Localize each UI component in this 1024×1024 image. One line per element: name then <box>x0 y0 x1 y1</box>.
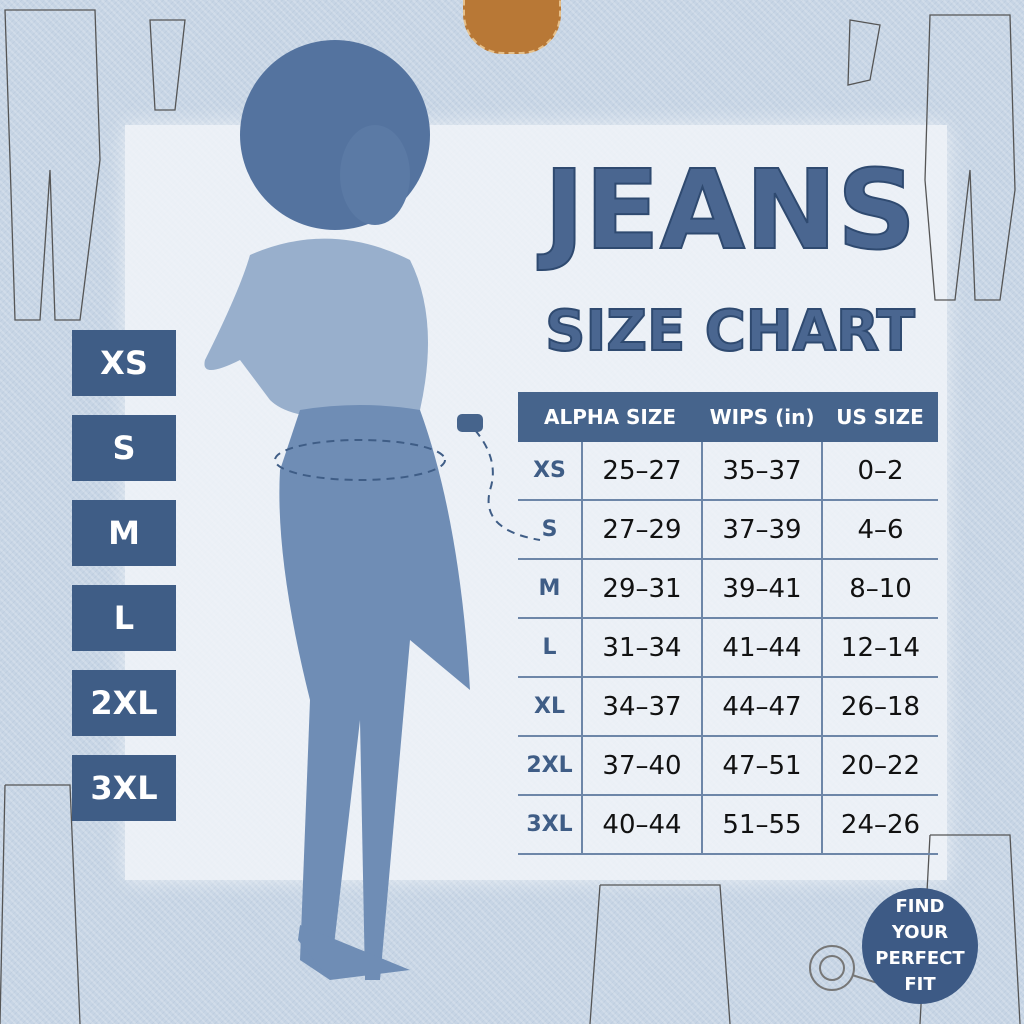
cta-line: FIT <box>904 974 936 995</box>
cta-line: YOUR <box>891 922 949 943</box>
table-row: 3XL 40–44 51–55 24–26 <box>518 795 939 855</box>
us-size-cell: 0–2 <box>821 442 939 501</box>
us-size-cell: 12–14 <box>821 618 939 678</box>
us-size-cell: 20–22 <box>821 736 939 796</box>
size-cell: XL <box>518 677 582 737</box>
table-row: S 27–29 37–39 4–6 <box>518 500 939 560</box>
leather-patch <box>463 0 561 54</box>
waist-cell: 31–34 <box>580 618 703 678</box>
size-cell: 3XL <box>518 795 582 855</box>
cta-line: FIND <box>895 896 945 917</box>
table-row: 2XL 37–40 47–51 20–22 <box>518 736 939 796</box>
size-table: ALPHA SIZE WIPS (in) US SIZE XS 25–27 35–3… <box>518 392 939 855</box>
measuring-tape-line <box>274 429 541 541</box>
size-badge: L <box>72 585 176 651</box>
title-jeans: JEANS <box>543 145 918 275</box>
waist-cell: 40–44 <box>580 795 703 855</box>
us-size-cell: 24–26 <box>821 795 939 855</box>
us-size-cell: 8–10 <box>821 559 939 619</box>
title-size-chart: SIZE CHART <box>544 298 916 365</box>
waist-cell: 34–37 <box>580 677 703 737</box>
us-size-cell: 4–6 <box>821 500 939 560</box>
find-your-fit-badge: FIND YOUR PERFECT FIT <box>862 888 978 1004</box>
size-cell: 2XL <box>518 736 582 796</box>
size-cell: L <box>518 618 582 678</box>
cta-line: PERFECT <box>875 948 965 969</box>
tape-end-icon <box>457 414 483 432</box>
jeans-sketch-icon <box>0 9 1021 1024</box>
table-row: M 29–31 39–41 8–10 <box>518 559 939 619</box>
waist-cell: 29–31 <box>580 559 703 619</box>
size-badge: M <box>72 500 176 566</box>
size-cell: M <box>518 559 582 619</box>
size-badge: 2XL <box>72 670 176 736</box>
size-badge: XS <box>72 330 176 396</box>
table-header: ALPHA SIZE WIPS (in) US SIZE <box>518 392 939 442</box>
table-row: XS 25–27 35–37 0–2 <box>518 442 939 501</box>
hips-cell: 51–55 <box>701 795 823 855</box>
size-badge: 3XL <box>72 755 176 821</box>
size-cell: S <box>518 500 582 560</box>
header-us-size: US SIZE <box>822 392 939 442</box>
us-size-cell: 26–18 <box>821 677 939 737</box>
hips-cell: 39–41 <box>701 559 823 619</box>
size-badge: S <box>72 415 176 481</box>
hips-cell: 37–39 <box>701 500 823 560</box>
header-alpha-size: ALPHA SIZE <box>518 392 703 442</box>
size-badges: XS S M L 2XL 3XL <box>72 330 176 840</box>
hips-cell: 35–37 <box>701 442 823 501</box>
header-wips: WIPS (in) <box>702 392 823 442</box>
hips-cell: 47–51 <box>701 736 823 796</box>
waist-cell: 37–40 <box>580 736 703 796</box>
table-row: L 31–34 41–44 12–14 <box>518 618 939 678</box>
woman-silhouette <box>204 40 470 980</box>
hips-cell: 44–47 <box>701 677 823 737</box>
waist-cell: 25–27 <box>580 442 703 501</box>
hips-cell: 41–44 <box>701 618 823 678</box>
table-row: XL 34–37 44–47 26–18 <box>518 677 939 737</box>
size-cell: XS <box>518 442 582 501</box>
waist-cell: 27–29 <box>580 500 703 560</box>
